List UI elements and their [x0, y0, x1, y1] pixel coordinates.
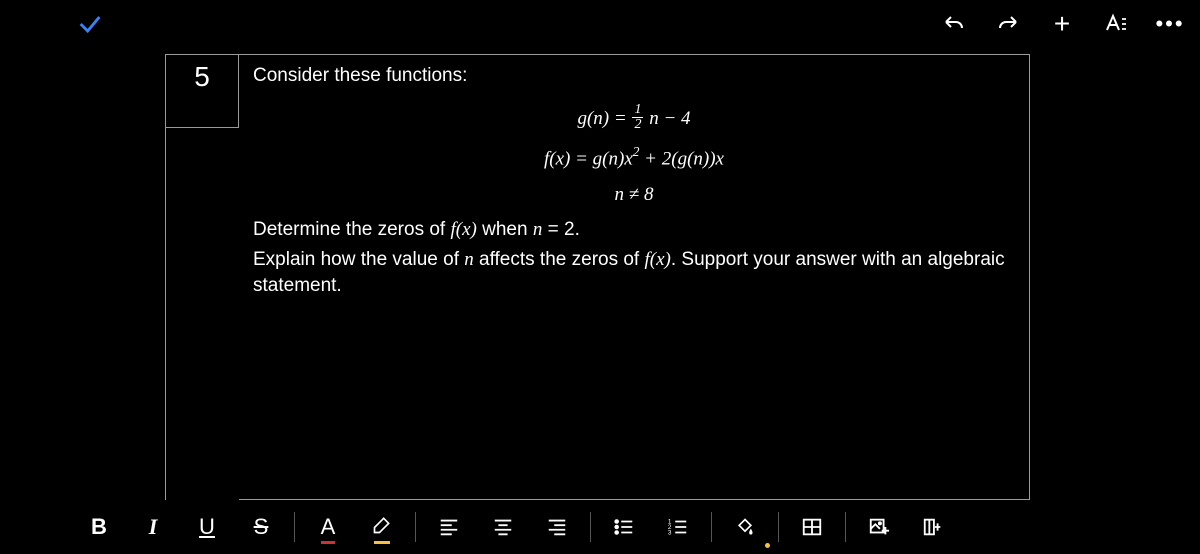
fill-color-button[interactable]: [718, 504, 772, 550]
add-button[interactable]: +: [1044, 6, 1080, 42]
question-number: 5: [165, 54, 239, 128]
top-toolbar: + •••: [0, 0, 1200, 48]
numbered-list-button[interactable]: 123: [651, 504, 705, 550]
align-center-button[interactable]: [476, 504, 530, 550]
align-right-button[interactable]: [530, 504, 584, 550]
svg-text:3: 3: [668, 529, 672, 536]
format-toolbar: B I U S A 123: [0, 500, 1200, 554]
underline-button[interactable]: U: [180, 504, 234, 550]
confirm-check-button[interactable]: [72, 6, 108, 42]
redo-button[interactable]: [990, 6, 1026, 42]
prompt-2: Explain how the value of n affects the z…: [253, 247, 1015, 298]
font-color-button[interactable]: A: [301, 504, 355, 550]
prompt-1: Determine the zeros of f(x) when n = 2.: [253, 217, 1015, 243]
undo-button[interactable]: [936, 6, 972, 42]
table-button[interactable]: [785, 504, 839, 550]
align-left-button[interactable]: [422, 504, 476, 550]
insert-image-button[interactable]: [852, 504, 906, 550]
italic-button[interactable]: I: [126, 504, 180, 550]
text-format-button[interactable]: [1098, 6, 1134, 42]
insert-column-button[interactable]: [906, 504, 960, 550]
strikethrough-button[interactable]: S: [234, 504, 288, 550]
question-intro: Consider these functions:: [253, 63, 1015, 89]
equation-block: g(n) = 12 n − 4 f(x) = g(n)x2 + 2(g(n))x…: [253, 105, 1015, 208]
more-button[interactable]: •••: [1152, 6, 1188, 42]
question-body[interactable]: Consider these functions: g(n) = 12 n − …: [239, 54, 1030, 500]
bullet-list-button[interactable]: [597, 504, 651, 550]
highlight-button[interactable]: [355, 504, 409, 550]
question-panel: 5 Consider these functions: g(n) = 12 n …: [165, 54, 1030, 500]
bold-button[interactable]: B: [72, 504, 126, 550]
